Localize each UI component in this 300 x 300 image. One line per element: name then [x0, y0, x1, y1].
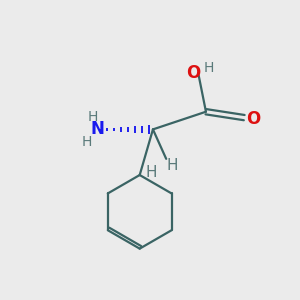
Text: H: H [82, 135, 92, 149]
Text: O: O [246, 110, 260, 128]
Text: H: H [145, 165, 157, 180]
Text: N: N [90, 120, 104, 138]
Text: H: H [204, 61, 214, 75]
Text: O: O [186, 64, 200, 82]
Text: H: H [87, 110, 98, 124]
Text: H: H [167, 158, 178, 173]
